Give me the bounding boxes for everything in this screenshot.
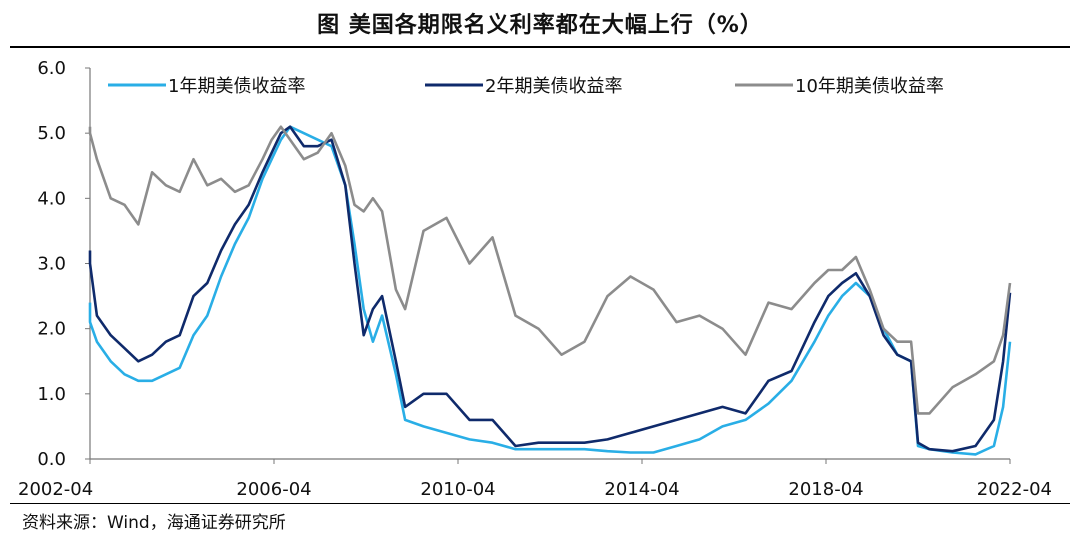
y-tick-label: 3.0 xyxy=(37,254,66,275)
title-underline xyxy=(10,46,1070,48)
y-tick-label: 0.0 xyxy=(37,449,66,470)
y-tick-label: 4.0 xyxy=(37,188,66,209)
x-tick-label: 2022-04 xyxy=(977,479,1052,500)
x-tick-label: 2006-04 xyxy=(236,479,311,500)
series-line-3 xyxy=(88,125,1012,415)
y-tick-label: 1.0 xyxy=(37,384,66,405)
legend-label-1: 1年期美债收益率 xyxy=(168,76,305,97)
source-note: 资料来源：Wind，海通证券研究所 xyxy=(22,513,286,533)
chart-title: 图 美国各期限名义利率都在大幅上行（%） xyxy=(317,13,763,38)
x-tick-label: 2010-04 xyxy=(420,479,495,500)
legend-label-2: 2年期美债收益率 xyxy=(485,76,622,97)
y-tick-label: 6.0 xyxy=(37,58,66,79)
y-tick-label: 5.0 xyxy=(37,123,66,144)
x-tick-label: 2002-04 xyxy=(18,479,93,500)
series-line-2 xyxy=(88,125,1012,453)
source-divider xyxy=(10,503,1070,504)
x-tick-label: 2018-04 xyxy=(788,479,863,500)
series-line-1 xyxy=(88,125,1012,456)
x-tick-label: 2014-04 xyxy=(604,479,679,500)
legend-label-3: 10年期美债收益率 xyxy=(795,76,944,97)
y-tick-label: 2.0 xyxy=(37,319,66,340)
